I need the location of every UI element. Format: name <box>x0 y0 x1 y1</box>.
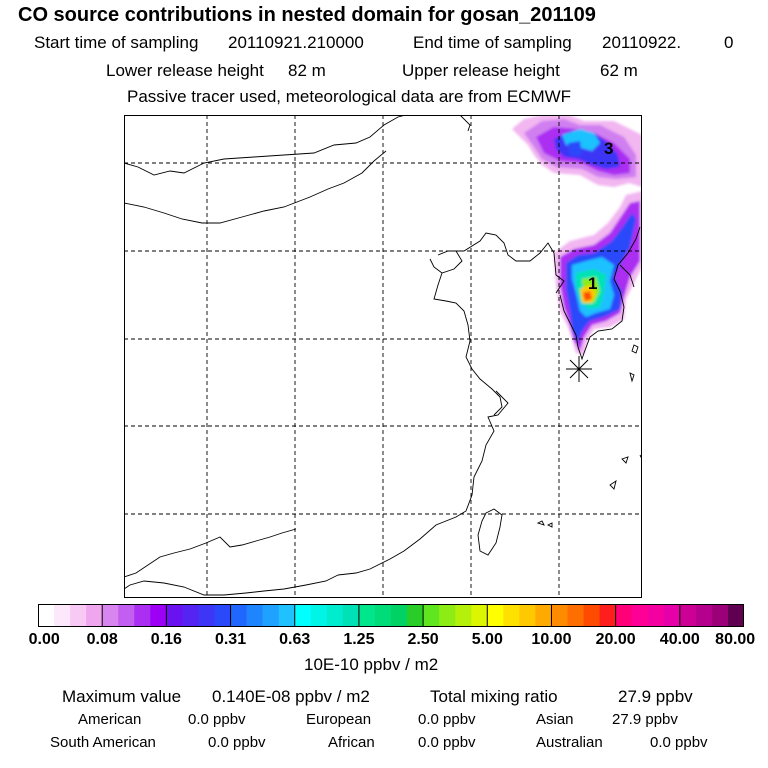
colorbar-cell <box>374 604 392 627</box>
region-value: 0.0 ppbv <box>418 734 476 751</box>
region-value: 0.0 ppbv <box>418 711 476 728</box>
end-time-label: End time of sampling <box>413 33 572 52</box>
colorbar-cell <box>214 604 232 627</box>
max-value: 0.140E-08 ppbv / m2 <box>212 687 370 706</box>
colorbar-cell <box>134 604 151 627</box>
region-name: African <box>328 734 375 751</box>
lat-lon-grid <box>124 115 642 598</box>
page-title: CO source contributions in nested domain… <box>18 4 596 26</box>
colorbar-cell <box>102 604 119 627</box>
colorbar-cell <box>294 604 312 627</box>
colorbar-cell <box>407 604 424 627</box>
colorbar-cell <box>631 604 649 627</box>
colorbar-cell <box>342 604 360 627</box>
region-value: 0.0 ppbv <box>208 734 266 751</box>
coastlines <box>124 115 642 596</box>
end-time-value: 20110922. <box>602 33 682 52</box>
colorbar-tick-label: 10.00 <box>531 631 572 648</box>
colorbar-tick-label: 40.00 <box>659 631 700 648</box>
colorbar-cell <box>471 604 488 627</box>
colorbar-cell <box>358 604 376 627</box>
upper-height-value: 62 m <box>600 61 638 80</box>
colorbar-cell <box>310 604 328 627</box>
colorbar-cell <box>150 604 167 627</box>
colorbar-cell <box>182 604 200 627</box>
colorbar-tick-label: 80.00 <box>715 631 756 648</box>
region-value: 0.0 ppbv <box>650 734 708 751</box>
colorbar-cell <box>230 604 248 627</box>
colorbar-cell <box>54 604 71 627</box>
region-name: Asian <box>536 711 574 728</box>
colorbar-cell <box>166 604 184 627</box>
source-label-3: 3 <box>604 139 613 158</box>
colorbar-tick-label: 0.63 <box>279 631 311 648</box>
lower-height-label: Lower release height <box>106 61 264 80</box>
colorbar-cell <box>519 604 537 627</box>
colorbar-tick-label: 1.25 <box>343 631 375 648</box>
colorbar-cell <box>86 604 103 627</box>
colorbar-tick-label: 0.08 <box>86 631 118 648</box>
colorbar-cell <box>679 604 697 627</box>
colorbar-cell <box>615 604 633 627</box>
region-value: 0.0 ppbv <box>188 711 246 728</box>
colorbar-cell <box>118 604 135 627</box>
colorbar-cell <box>535 604 553 627</box>
map-frame <box>124 115 642 598</box>
colorbar-cell <box>583 604 601 627</box>
colorbar-cell <box>551 604 569 627</box>
region-name: Australian <box>536 734 603 751</box>
colorbar <box>38 604 744 627</box>
region-name: American <box>78 711 142 728</box>
colorbar-tick-label: 2.50 <box>407 631 439 648</box>
colorbar-tick-label: 5.00 <box>471 631 503 648</box>
source-label-1: 1 <box>588 274 597 293</box>
lower-height-value: 82 m <box>288 61 326 80</box>
total-mixing-value: 27.9 ppbv <box>618 687 693 706</box>
colorbar-cell <box>326 604 344 627</box>
colorbar-cell <box>198 604 216 627</box>
colorbar-cell <box>663 604 681 627</box>
colorbar-cell <box>711 604 729 627</box>
colorbar-tick-label: 0.16 <box>150 631 182 648</box>
colorbar-cell <box>487 604 504 627</box>
total-mixing-label: Total mixing ratio <box>430 687 558 706</box>
colorbar-cell <box>439 604 456 627</box>
colorbar-cell <box>423 604 440 627</box>
colorbar-tick-label: 0.00 <box>28 631 60 648</box>
upper-height-label: Upper release height <box>402 61 560 80</box>
colorbar-cell <box>599 604 617 627</box>
colorbar-cell <box>695 604 713 627</box>
colorbar-cell <box>647 604 665 627</box>
region-value: 27.9 ppbv <box>612 711 678 728</box>
colorbar-cell <box>278 604 296 627</box>
colorbar-cell <box>70 604 87 627</box>
colorbar-cell <box>391 604 408 627</box>
map-panel: 1 3 <box>124 115 642 598</box>
plume-northeast <box>512 115 642 187</box>
start-time-value: 20110921.210000 <box>228 33 364 52</box>
region-name: South American <box>50 734 156 751</box>
colorbar-frame <box>38 604 744 627</box>
max-value-label: Maximum value <box>62 687 182 706</box>
colorbar-tick-label: 0.31 <box>214 631 247 648</box>
colorbar-cell <box>262 604 280 627</box>
end-time-hour: 0 <box>724 33 734 52</box>
colorbar-cell <box>455 604 472 627</box>
colorbar-cell <box>503 604 520 627</box>
colorbar-tick-label: 20.00 <box>595 631 636 648</box>
colorbar-cell <box>727 604 744 627</box>
start-time-label: Start time of sampling <box>34 33 199 52</box>
colorbar-cell <box>38 604 55 627</box>
colorbar-cell <box>567 604 585 627</box>
asterisk-icon <box>566 356 592 382</box>
plume-korea <box>554 191 642 355</box>
region-name: European <box>306 711 372 728</box>
passive-tracer-note: Passive tracer used, meteorological data… <box>127 87 572 106</box>
colorbar-cell <box>246 604 264 627</box>
colorbar-units: 10E-10 ppbv / m2 <box>304 655 439 674</box>
